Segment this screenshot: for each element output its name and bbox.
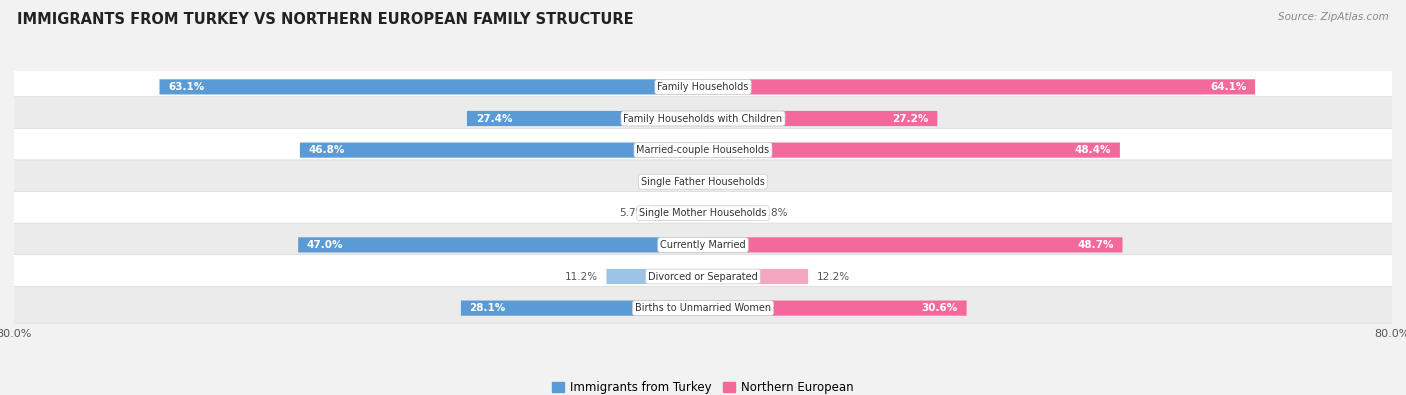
FancyBboxPatch shape <box>654 206 703 221</box>
FancyBboxPatch shape <box>703 79 1256 94</box>
Text: 27.4%: 27.4% <box>475 113 512 124</box>
FancyBboxPatch shape <box>703 143 1121 158</box>
Text: IMMIGRANTS FROM TURKEY VS NORTHERN EUROPEAN FAMILY STRUCTURE: IMMIGRANTS FROM TURKEY VS NORTHERN EUROP… <box>17 12 634 27</box>
Text: 5.8%: 5.8% <box>762 208 787 218</box>
FancyBboxPatch shape <box>686 174 703 189</box>
Text: Divorced or Separated: Divorced or Separated <box>648 271 758 282</box>
Text: Single Father Households: Single Father Households <box>641 177 765 187</box>
FancyBboxPatch shape <box>11 286 1395 330</box>
FancyBboxPatch shape <box>703 269 808 284</box>
Text: 48.7%: 48.7% <box>1077 240 1114 250</box>
FancyBboxPatch shape <box>11 255 1395 298</box>
Text: 47.0%: 47.0% <box>307 240 343 250</box>
FancyBboxPatch shape <box>11 192 1395 235</box>
FancyBboxPatch shape <box>461 301 703 316</box>
FancyBboxPatch shape <box>159 79 703 94</box>
Text: 11.2%: 11.2% <box>565 271 598 282</box>
Text: Single Mother Households: Single Mother Households <box>640 208 766 218</box>
Text: 28.1%: 28.1% <box>470 303 506 313</box>
FancyBboxPatch shape <box>11 223 1395 267</box>
FancyBboxPatch shape <box>703 111 938 126</box>
Text: Married-couple Households: Married-couple Households <box>637 145 769 155</box>
FancyBboxPatch shape <box>298 237 703 252</box>
FancyBboxPatch shape <box>703 174 723 189</box>
Text: 2.0%: 2.0% <box>651 177 678 187</box>
Text: 5.7%: 5.7% <box>619 208 645 218</box>
Text: 2.2%: 2.2% <box>731 177 756 187</box>
FancyBboxPatch shape <box>703 301 966 316</box>
FancyBboxPatch shape <box>606 269 703 284</box>
Text: Family Households: Family Households <box>658 82 748 92</box>
FancyBboxPatch shape <box>11 128 1395 172</box>
Text: Family Households with Children: Family Households with Children <box>623 113 783 124</box>
Text: Births to Unmarried Women: Births to Unmarried Women <box>636 303 770 313</box>
FancyBboxPatch shape <box>703 206 754 221</box>
FancyBboxPatch shape <box>703 237 1122 252</box>
Text: 63.1%: 63.1% <box>169 82 204 92</box>
Text: 30.6%: 30.6% <box>922 303 957 313</box>
Text: Source: ZipAtlas.com: Source: ZipAtlas.com <box>1278 12 1389 22</box>
Legend: Immigrants from Turkey, Northern European: Immigrants from Turkey, Northern Europea… <box>547 376 859 395</box>
FancyBboxPatch shape <box>467 111 703 126</box>
FancyBboxPatch shape <box>11 160 1395 203</box>
Text: 27.2%: 27.2% <box>893 113 928 124</box>
FancyBboxPatch shape <box>11 97 1395 140</box>
Text: Currently Married: Currently Married <box>661 240 745 250</box>
FancyBboxPatch shape <box>299 143 703 158</box>
Text: 64.1%: 64.1% <box>1211 82 1246 92</box>
Text: 12.2%: 12.2% <box>817 271 849 282</box>
Text: 46.8%: 46.8% <box>308 145 344 155</box>
FancyBboxPatch shape <box>11 65 1395 109</box>
Text: 48.4%: 48.4% <box>1074 145 1111 155</box>
